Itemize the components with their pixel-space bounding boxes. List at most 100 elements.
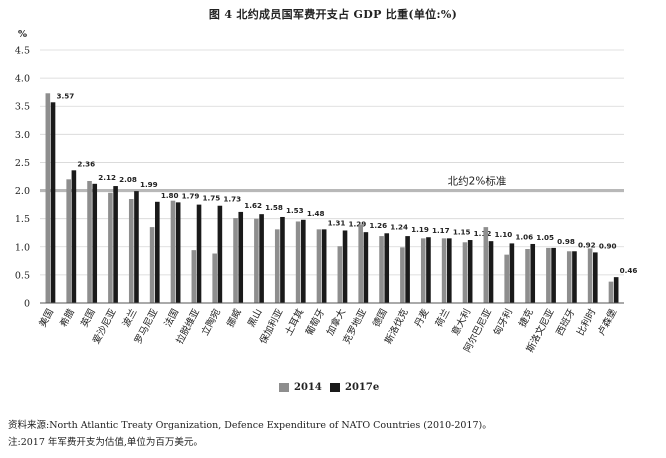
bar-2014 [337, 246, 343, 303]
bar-2014 [295, 221, 301, 303]
y-tick-label: 1.5 [15, 214, 30, 225]
x-tick-label: 捷克 [516, 306, 536, 329]
bar-2017e [467, 240, 473, 303]
x-tick-label: 挪威 [224, 306, 244, 329]
y-tick-label: 0.5 [15, 270, 30, 281]
data-label: 0.98 [557, 237, 575, 246]
data-label: 1.62 [244, 201, 262, 210]
data-label: 0.46 [620, 266, 638, 275]
bar-2014 [400, 247, 405, 303]
legend-swatch-2014 [279, 383, 289, 392]
data-label: 1.19 [411, 225, 429, 234]
x-tick-label: 立陶宛 [199, 306, 223, 337]
source-note: 资料来源:North Atlantic Treaty Organization,… [8, 420, 492, 431]
bar-2014 [316, 229, 322, 303]
bar-2017e [363, 232, 369, 303]
bar-2017e [155, 201, 160, 303]
bar-2017e [175, 202, 181, 303]
data-label: 1.06 [515, 232, 533, 241]
legend-item-2017e: 2017e [330, 382, 379, 393]
data-label: 1.24 [390, 222, 408, 231]
bar-2014 [504, 254, 509, 303]
legend-label-2017e: 2017e [345, 382, 380, 393]
bar-2014 [358, 224, 363, 303]
x-tick-label: 黑山 [246, 307, 265, 329]
bar-2017e [572, 251, 577, 303]
y-tick-label: 1.0 [15, 242, 30, 253]
data-label: 2.08 [119, 175, 137, 184]
y-tick-label: 2.0 [15, 186, 30, 197]
bar-2014 [420, 238, 426, 303]
bar-2014 [233, 218, 238, 303]
bar-2017e [92, 183, 98, 303]
bar-2017e [551, 247, 556, 303]
x-tick-label: 葡萄牙 [303, 307, 327, 338]
chart-title: 图 4 北约成员国军费开支占 GDP 比重(单位:%) [208, 8, 458, 21]
data-label: 2.36 [77, 159, 95, 168]
data-label: 1.79 [182, 191, 200, 200]
data-label: 1.31 [328, 218, 346, 227]
data-label: 0.92 [578, 240, 596, 249]
data-label: 1.26 [369, 221, 387, 230]
bar-2014 [128, 198, 134, 303]
bar-2017e [509, 243, 515, 303]
bar-2014 [191, 250, 197, 303]
legend-item-2014: 2014 [279, 382, 322, 393]
x-tick-label: 法国 [162, 307, 182, 329]
y-tick-label: 3.5 [15, 102, 30, 113]
bar-2014 [87, 180, 92, 303]
y-tick-label: 2.5 [15, 158, 30, 169]
x-tick-label: 匈牙利 [491, 307, 515, 338]
y-axis-unit: % [18, 29, 27, 40]
data-label: 3.57 [57, 91, 75, 100]
data-label: 1.05 [536, 233, 554, 242]
data-label: 1.53 [286, 206, 304, 215]
data-label: 1.48 [307, 209, 325, 218]
bar-2017e [238, 211, 244, 303]
bar-chart: 0 0.5 1.0 1.5 2.0 2.5 3.0 3.5 4.0 4.5% 北约2%标准 3.57 美… [15, 29, 638, 354]
bar-2017e [593, 252, 598, 303]
legend-swatch-2017e [330, 383, 340, 392]
data-label: 1.58 [265, 203, 283, 212]
bar-2017e [280, 216, 285, 303]
y-tick-label: 3.0 [15, 130, 30, 141]
x-tick-label: 希腊 [57, 306, 77, 329]
bar-2017e [196, 204, 202, 303]
data-label: 2.12 [98, 173, 116, 182]
data-label: 1.75 [203, 194, 221, 203]
bar-2014 [45, 93, 51, 304]
bar-2014 [441, 238, 447, 303]
bar-2014 [170, 200, 176, 303]
bar-2017e [113, 186, 118, 303]
bar-2014 [212, 253, 217, 303]
bar-2017e [321, 229, 327, 303]
x-tick-label: 美国 [37, 307, 57, 329]
bar-2017e [488, 241, 494, 303]
y-tick-label: 4.0 [15, 74, 30, 85]
y-tick-label: 0 [24, 299, 30, 310]
bar-2014 [149, 227, 155, 303]
bar-2014 [566, 251, 572, 303]
data-label: 1.29 [349, 219, 367, 228]
data-label: 1.73 [223, 195, 241, 204]
data-label: 1.99 [140, 180, 158, 189]
data-label: 1.12 [474, 229, 492, 238]
bar-2017e [134, 191, 139, 303]
bar-2017e [50, 102, 56, 303]
data-label: 1.17 [432, 226, 450, 235]
bar-2014 [608, 281, 614, 303]
bar-2014 [66, 179, 71, 303]
y-tick-label: 4.5 [15, 46, 30, 57]
x-tick-label: 荷兰 [433, 307, 453, 329]
x-tick-label: 德国 [370, 307, 390, 329]
bar-2017e [447, 238, 452, 303]
bar-2017e [384, 233, 390, 303]
bar-2014 [525, 249, 530, 303]
legend-label-2014: 2014 [294, 382, 322, 393]
data-label: 1.10 [495, 230, 513, 239]
x-tick-label: 英国 [78, 307, 98, 329]
bar-2014 [483, 227, 489, 303]
x-tick-label: 卢森堡 [595, 306, 619, 337]
bar-2017e [530, 243, 536, 303]
x-tick-label: 波兰 [120, 307, 140, 329]
